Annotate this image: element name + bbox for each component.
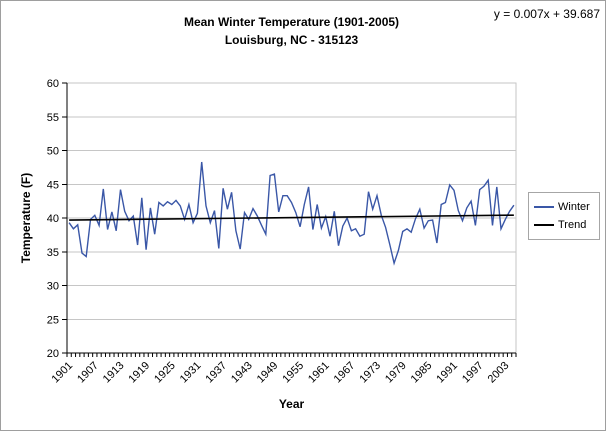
- x-tick-label: 1937: [203, 360, 229, 386]
- x-tick-label: 1907: [75, 360, 101, 386]
- x-tick-label: 1991: [434, 360, 460, 386]
- legend-label-trend: Trend: [558, 219, 587, 231]
- x-tick-label: 1919: [126, 360, 152, 386]
- chart-title-block: Mean Winter Temperature (1901-2005) Loui…: [67, 13, 516, 49]
- x-tick-label: 1955: [280, 360, 306, 386]
- trend-line-swatch: [534, 224, 554, 226]
- y-tick-label: 55: [47, 112, 59, 124]
- x-tick-label: 1979: [383, 360, 409, 386]
- y-tick-label: 20: [47, 348, 59, 360]
- y-tick-label: 50: [47, 146, 59, 158]
- y-tick-label: 60: [47, 78, 59, 90]
- winter-line-swatch: [534, 206, 554, 208]
- x-tick-label: 2003: [486, 360, 512, 386]
- y-tick-label: 45: [47, 179, 59, 191]
- trend-equation-label: y = 0.007x + 39.687: [493, 7, 600, 21]
- x-tick-label: 1997: [460, 360, 486, 386]
- trend-line: [69, 214, 514, 221]
- y-tick-label: 40: [47, 213, 59, 225]
- legend-item-trend: Trend: [529, 219, 599, 231]
- legend-item-winter: Winter: [529, 201, 599, 213]
- x-axis-title: Year: [278, 397, 305, 411]
- x-tick-label: 1943: [229, 360, 255, 386]
- legend: Winter Trend: [528, 192, 600, 240]
- legend-label-winter: Winter: [558, 201, 590, 213]
- y-tick-label: 25: [47, 314, 59, 326]
- winter-series-line: [68, 161, 515, 266]
- x-tick-label: 1901: [49, 360, 75, 386]
- x-tick-label: 1913: [101, 360, 127, 386]
- x-tick-label: 1931: [178, 360, 204, 386]
- x-tick-label: 1985: [409, 360, 435, 386]
- chart-subtitle: Louisburg, NC - 315123: [224, 33, 359, 47]
- y-tick-label: 30: [47, 281, 59, 293]
- x-tick-label: 1967: [332, 360, 358, 386]
- chart-title: Mean Winter Temperature (1901-2005): [183, 15, 400, 29]
- x-tick-label: 1961: [306, 360, 332, 386]
- x-tick-label: 1973: [357, 360, 383, 386]
- x-tick-label: 1925: [152, 360, 178, 386]
- x-tick-label: 1949: [255, 360, 281, 386]
- y-tick-label: 35: [47, 247, 59, 259]
